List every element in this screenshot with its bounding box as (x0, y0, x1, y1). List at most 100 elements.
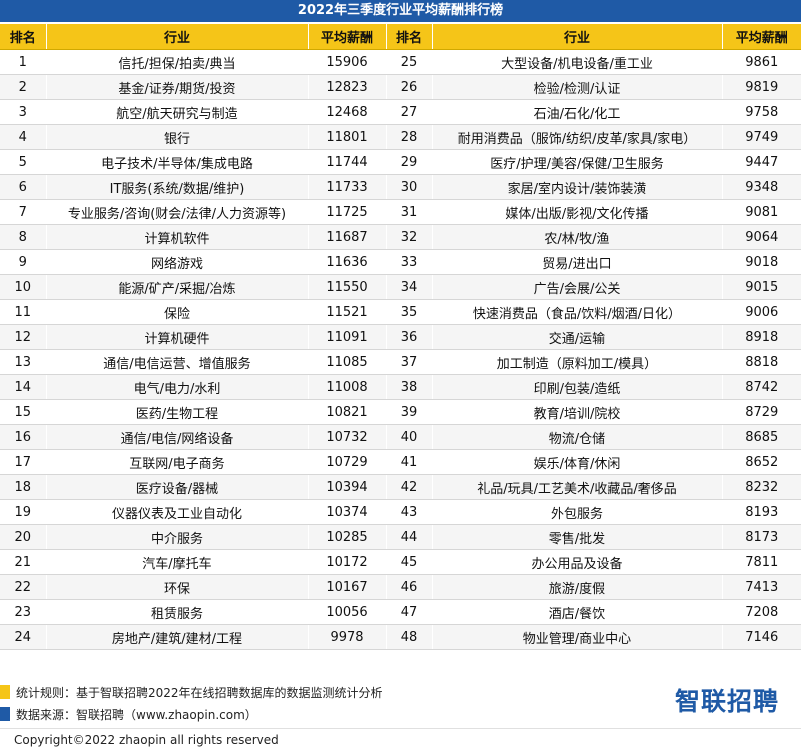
rank-cell: 27 (385, 99, 432, 125)
industry-cell: 农/林/牧/渔 (431, 224, 722, 250)
rank-cell: 6 (0, 174, 46, 200)
industry-cell: 家居/室内设计/装饰装潢 (431, 174, 722, 200)
yellow-marker (0, 685, 10, 699)
rank-cell: 20 (0, 524, 46, 550)
rank-cell: 35 (385, 299, 432, 325)
rank-cell: 11 (0, 299, 46, 325)
rank-cell: 22 (0, 574, 46, 600)
data-source-text: 数据来源：智联招聘（www.zhaopin.com） (16, 707, 257, 722)
table-row: 18 医疗设备/器械 10394 42 礼品/玩具/工艺美术/收藏品/奢侈品 8232 (0, 474, 801, 500)
rank-cell: 14 (0, 374, 46, 400)
table-row: 24 房地产/建筑/建材/工程 9978 48 物业管理/商业中心 7146 (0, 624, 801, 650)
rank-cell: 19 (0, 499, 46, 525)
industry-cell: 房地产/建筑/建材/工程 (45, 624, 308, 650)
salary-cell: 9015 (721, 274, 801, 300)
rank-cell: 29 (385, 149, 432, 175)
industry-cell: 广告/会展/公关 (431, 274, 722, 300)
table-row: 12 计算机硬件 11091 36 交通/运输 8918 (0, 324, 801, 350)
page-title: 2022年三季度行业平均薪酬排行榜 (0, 0, 801, 22)
industry-cell: 耐用消费品（服饰/纺织/皮革/家具/家电） (431, 124, 722, 150)
rank-cell: 28 (385, 124, 432, 150)
industry-cell: 电气/电力/水利 (45, 374, 308, 400)
stat-rule: 统计规则：基于智联招聘2022年在线招聘数据库的数据监测统计分析 (0, 683, 383, 701)
rank-cell: 36 (385, 324, 432, 350)
rank-cell: 45 (385, 549, 432, 575)
blue-marker (0, 707, 10, 721)
table-row: 5 电子技术/半导体/集成电路 11744 29 医疗/护理/美容/保健/卫生服务 944… (0, 149, 801, 175)
salary-cell: 8173 (721, 524, 801, 550)
industry-cell: 物流/仓储 (431, 424, 722, 450)
salary-cell: 11008 (307, 374, 386, 400)
industry-cell: 汽车/摩托车 (45, 549, 308, 575)
salary-cell: 11085 (307, 349, 386, 375)
table-row: 4 银行 11801 28 耐用消费品（服饰/纺织/皮革/家具/家电） 9749 (0, 124, 801, 150)
rank-cell: 3 (0, 99, 46, 125)
industry-cell: 环保 (45, 574, 308, 600)
rank-cell: 46 (385, 574, 432, 600)
header-salary: 平均薪酬 (307, 24, 386, 50)
industry-cell: 外包服务 (431, 499, 722, 525)
footer-divider (0, 728, 801, 729)
salary-cell: 7146 (721, 624, 801, 650)
header-industry: 行业 (45, 24, 308, 50)
salary-cell: 9749 (721, 124, 801, 150)
industry-cell: 礼品/玩具/工艺美术/收藏品/奢侈品 (431, 474, 722, 500)
table-row: 15 医药/生物工程 10821 39 教育/培训/院校 8729 (0, 399, 801, 425)
table-row: 16 通信/电信/网络设备 10732 40 物流/仓储 8685 (0, 424, 801, 450)
table-row: 23 租赁服务 10056 47 酒店/餐饮 7208 (0, 599, 801, 625)
industry-cell: 贸易/进出口 (431, 249, 722, 275)
salary-cell: 9081 (721, 199, 801, 225)
rank-cell: 48 (385, 624, 432, 650)
rank-cell: 2 (0, 74, 46, 100)
industry-cell: 医疗/护理/美容/保健/卫生服务 (431, 149, 722, 175)
salary-cell: 10056 (307, 599, 386, 625)
rank-cell: 30 (385, 174, 432, 200)
salary-cell: 7208 (721, 599, 801, 625)
rank-cell: 10 (0, 274, 46, 300)
rank-cell: 39 (385, 399, 432, 425)
table-row: 19 仪器仪表及工业自动化 10374 43 外包服务 8193 (0, 499, 801, 525)
industry-cell: 信托/担保/拍卖/典当 (45, 49, 308, 75)
industry-cell: 酒店/餐饮 (431, 599, 722, 625)
table-row: 11 保险 11521 35 快速消费品（食品/饮料/烟酒/日化） 9006 (0, 299, 801, 325)
rank-cell: 41 (385, 449, 432, 475)
table-row: 7 专业服务/咨询(财会/法律/人力资源等) 11725 31 媒体/出版/影视/文化传… (0, 199, 801, 225)
industry-cell: 保险 (45, 299, 308, 325)
ranking-table: 排名 行业 平均薪酬 排名 行业 平均薪酬 1 信托/担保/拍卖/典当 15906 2… (0, 24, 801, 650)
industry-cell: 通信/电信/网络设备 (45, 424, 308, 450)
salary-cell: 9978 (307, 624, 386, 650)
industry-cell: 办公用品及设备 (431, 549, 722, 575)
salary-cell: 9064 (721, 224, 801, 250)
salary-cell: 10729 (307, 449, 386, 475)
rank-cell: 44 (385, 524, 432, 550)
salary-cell: 8232 (721, 474, 801, 500)
rank-cell: 24 (0, 624, 46, 650)
salary-cell: 9758 (721, 99, 801, 125)
salary-cell: 8685 (721, 424, 801, 450)
zhaopin-logo: 智联招聘 (674, 687, 779, 716)
salary-cell: 10167 (307, 574, 386, 600)
salary-cell: 7413 (721, 574, 801, 600)
industry-cell: 计算机软件 (45, 224, 308, 250)
rank-cell: 34 (385, 274, 432, 300)
table-header-row: 排名 行业 平均薪酬 排名 行业 平均薪酬 (0, 24, 801, 50)
table-row: 17 互联网/电子商务 10729 41 娱乐/体育/休闲 8652 (0, 449, 801, 475)
header-salary: 平均薪酬 (721, 24, 801, 50)
salary-cell: 8729 (721, 399, 801, 425)
industry-cell: 教育/培训/院校 (431, 399, 722, 425)
table-row: 14 电气/电力/水利 11008 38 印刷/包装/造纸 8742 (0, 374, 801, 400)
industry-cell: 租赁服务 (45, 599, 308, 625)
industry-cell: 大型设备/机电设备/重工业 (431, 49, 722, 75)
header-rank: 排名 (385, 24, 432, 50)
industry-cell: 医疗设备/器械 (45, 474, 308, 500)
salary-cell: 7811 (721, 549, 801, 575)
salary-cell: 10374 (307, 499, 386, 525)
rank-cell: 1 (0, 49, 46, 75)
salary-cell: 10821 (307, 399, 386, 425)
salary-cell: 11725 (307, 199, 386, 225)
table-row: 9 网络游戏 11636 33 贸易/进出口 9018 (0, 249, 801, 275)
industry-cell: 航空/航天研究与制造 (45, 99, 308, 125)
rank-cell: 9 (0, 249, 46, 275)
rank-cell: 25 (385, 49, 432, 75)
rank-cell: 8 (0, 224, 46, 250)
